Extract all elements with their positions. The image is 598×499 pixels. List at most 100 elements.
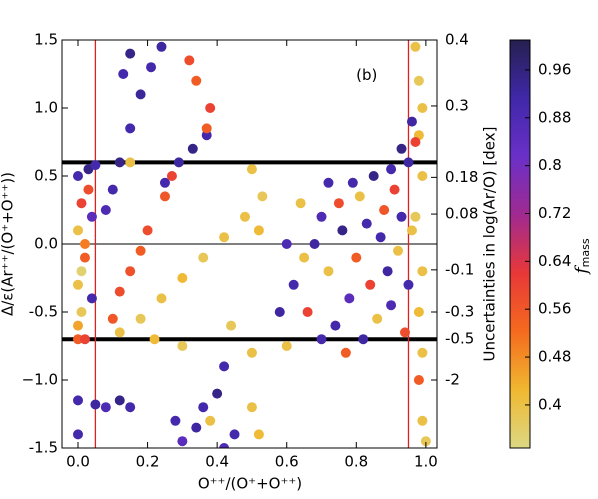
data-point [323,177,334,188]
data-point [302,307,313,317]
colorbar-tick-label: 0.96 [538,60,571,78]
data-point [246,402,257,413]
data-point [177,341,188,351]
data-point [125,402,136,413]
data-point [125,123,136,134]
data-point [135,313,146,324]
data-point [347,177,358,188]
data-point [73,320,84,331]
data-point [114,157,125,168]
data-point [406,225,417,236]
data-point [114,286,125,297]
data-point [396,211,407,222]
data-point [170,415,181,426]
data-point [86,211,97,222]
data-point [229,429,240,440]
data-point [100,402,111,413]
data-point [410,211,421,222]
data-point [191,75,202,86]
data-point [417,347,428,358]
data-point [114,327,125,338]
data-point [372,313,383,324]
data-point [219,232,230,243]
data-point [107,313,118,324]
data-point [375,232,386,243]
data-point [76,307,87,317]
data-point [323,266,334,277]
data-point [177,436,188,447]
data-point [413,75,424,86]
colorbar-label-main: f [572,265,592,276]
plot-area [62,40,437,448]
x-tick-label: 0.6 [275,453,299,471]
data-point [76,198,87,209]
data-point [90,399,101,410]
y2-tick-label: -0.3 [445,303,474,321]
data-point [149,334,160,345]
data-point [156,293,167,304]
data-point [73,429,84,440]
y-tick-label: -1.5 [29,439,58,457]
data-point [281,239,292,249]
y2-tick-label: 0.08 [445,205,478,223]
data-point [413,375,424,385]
y2-tick-label: -0.5 [445,330,474,348]
data-point [299,252,310,263]
data-point [187,143,198,154]
data-point [368,171,379,181]
y2-tick-label: -2 [445,371,460,389]
y2-tick-label: -0.1 [445,260,474,278]
x-tick-label: 0.8 [344,453,368,471]
data-point [396,143,407,154]
colorbar-tick-label: 0.56 [538,300,571,318]
data-point [239,211,250,222]
data-point [382,266,393,277]
colorbar-label: fmass [572,238,593,275]
data-point [403,279,414,290]
data-point [86,293,97,304]
data-point [361,218,372,229]
data-point [417,103,428,113]
data-point [125,266,136,277]
y-axis-label: Δ/ε(Ar⁺⁺/(O⁺+O⁺⁺)) [0,172,17,316]
data-point [146,62,157,73]
colorbar-tick-label: 0.64 [538,252,571,270]
x-tick-label: 0.2 [136,453,160,471]
data-point [212,388,223,399]
data-point [83,184,94,195]
data-point [219,443,230,448]
data-point [386,300,397,311]
data-point [399,327,410,338]
data-point [156,41,167,52]
y-tick-label: −1.0 [22,371,58,389]
data-point [184,55,195,66]
data-point [246,347,257,358]
data-point [125,48,136,59]
data-point [219,361,230,372]
data-point [358,334,369,345]
data-point [159,177,170,188]
y2-tick-label: 0.4 [445,31,469,49]
data-point [253,225,264,236]
data-point [90,160,101,171]
data-point [73,225,84,236]
y-tick-label: 0.0 [34,235,58,253]
data-point [159,191,170,202]
y-tick-label: 1.0 [34,99,58,117]
data-point [316,211,327,222]
data-point [135,89,146,100]
data-point [173,157,184,168]
data-point [344,293,355,304]
data-point [330,320,341,331]
colorbar-tick-label: 0.72 [538,204,571,222]
data-point [386,164,397,175]
data-point [246,164,257,175]
data-point [351,252,362,263]
data-point [274,307,285,317]
data-point [125,157,136,168]
data-point [389,184,400,195]
y-tick-label: 0.5 [34,167,58,185]
data-point [403,157,414,168]
data-point [413,307,424,317]
data-point [226,320,237,331]
